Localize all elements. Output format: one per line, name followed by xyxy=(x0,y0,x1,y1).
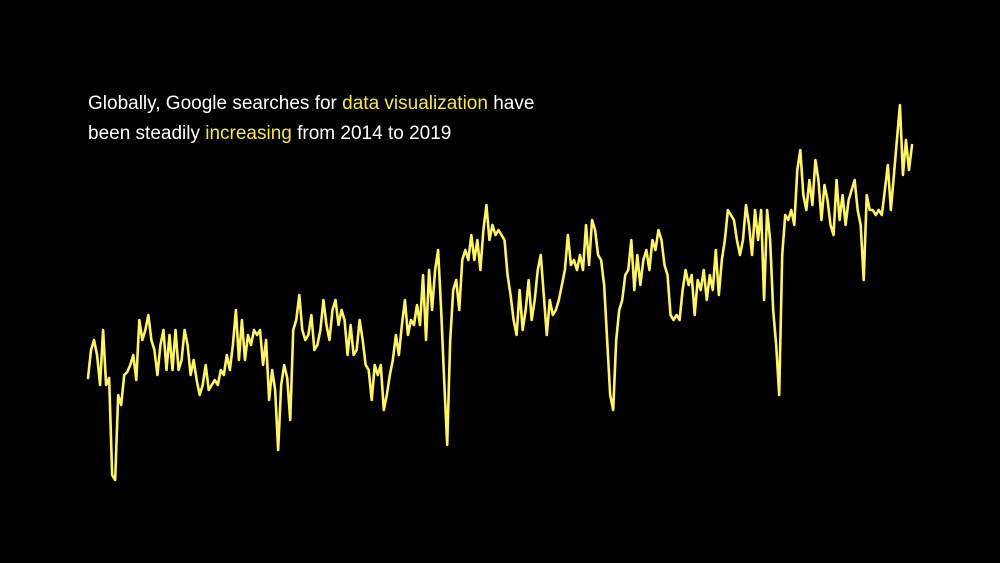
title-segment: from 2014 to 2019 xyxy=(292,123,452,144)
title-segment: data visualization xyxy=(342,93,488,114)
title-segment: been steadily xyxy=(88,123,205,144)
data-line xyxy=(86,103,914,482)
title-segment: increasing xyxy=(205,123,292,144)
title-segment: have xyxy=(488,93,534,114)
title-line: been steadily increasing from 2014 to 20… xyxy=(88,123,451,144)
title-line: Globally, Google searches for data visua… xyxy=(88,93,534,114)
title-segment: Globally, Google searches for xyxy=(88,93,342,114)
